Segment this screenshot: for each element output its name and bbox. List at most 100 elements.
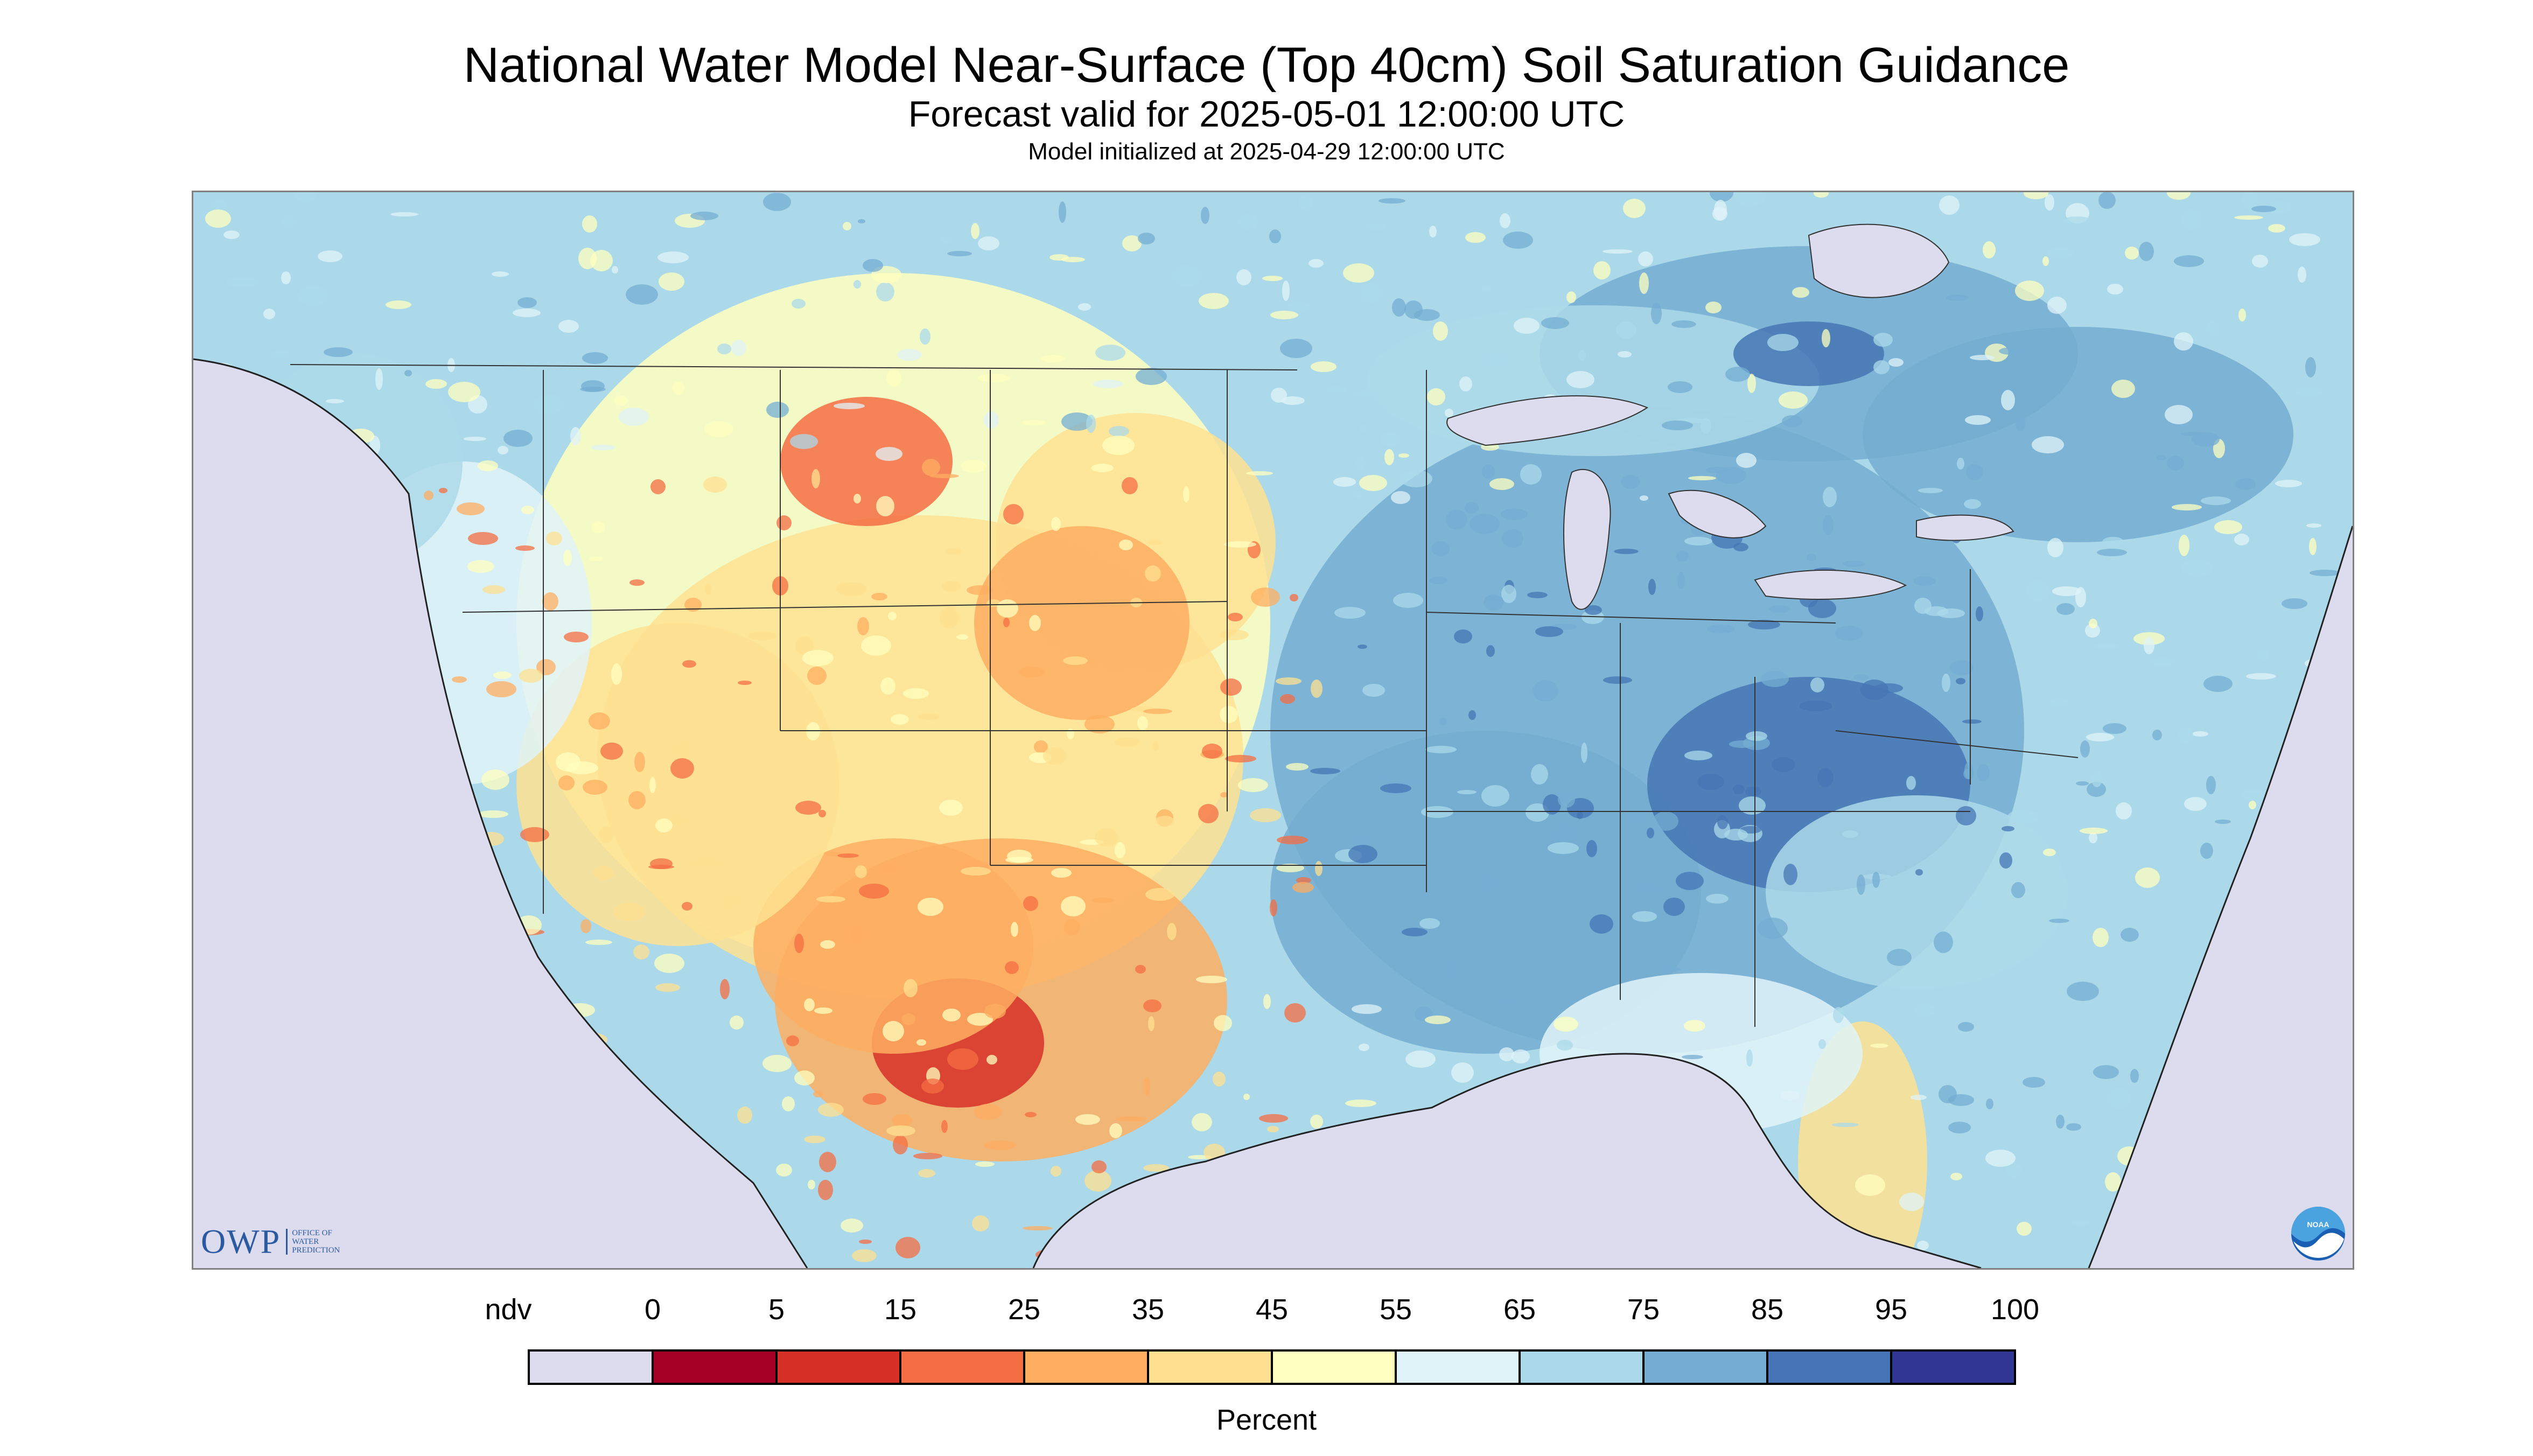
saturation-speckle <box>1554 1017 1578 1032</box>
saturation-speckle <box>1618 351 1632 358</box>
saturation-speckle <box>1446 509 1467 530</box>
saturation-speckle <box>886 1125 915 1136</box>
saturation-speckle <box>1277 836 1308 844</box>
saturation-speckle <box>478 810 508 818</box>
saturation-speckle <box>1034 740 1048 753</box>
saturation-speckle <box>975 1161 995 1167</box>
saturation-speckle <box>1482 465 1495 479</box>
saturation-speckle <box>2080 828 2108 834</box>
saturation-speckle <box>2098 192 2116 209</box>
saturation-speckle <box>1281 396 1305 405</box>
saturation-speckle <box>1091 1160 1107 1173</box>
saturation-speckle <box>1616 321 1636 339</box>
saturation-speckle <box>1199 293 1229 309</box>
saturation-speckle <box>1527 592 1548 598</box>
saturation-speckle <box>1310 768 1340 774</box>
saturation-speckle <box>1263 994 1271 1009</box>
saturation-speckle <box>1276 677 1302 685</box>
saturation-speckle <box>1122 477 1138 494</box>
saturation-speckle <box>1299 194 1313 211</box>
saturation-speckle <box>883 865 897 873</box>
saturation-speckle <box>834 403 865 409</box>
saturation-speckle <box>1075 1114 1100 1125</box>
saturation-speckle <box>1192 1113 1212 1131</box>
saturation-speckle <box>1970 355 1995 360</box>
saturation-speckle <box>1748 620 1780 629</box>
saturation-speckle <box>2178 727 2193 744</box>
saturation-speckle <box>2121 928 2139 942</box>
saturation-speckle <box>897 349 922 361</box>
saturation-speckle <box>1823 515 1834 535</box>
saturation-speckle <box>600 743 623 760</box>
legend-swatch-10 <box>1768 1352 1892 1383</box>
saturation-speckle <box>1360 283 1383 303</box>
saturation-speckle <box>1143 709 1172 714</box>
saturation-speckle <box>1246 471 1273 475</box>
map-title: National Water Model Near-Surface (Top 4… <box>463 38 2070 93</box>
saturation-speckle <box>818 1180 833 1200</box>
legend-swatch-1 <box>654 1352 778 1383</box>
saturation-speckle <box>1292 882 1314 893</box>
saturation-speckle <box>1051 517 1061 531</box>
saturation-speckle <box>2275 480 2302 487</box>
saturation-speckle <box>1662 421 1693 430</box>
saturation-speckle <box>1948 1122 1971 1133</box>
legend-swatch-6 <box>1273 1352 1397 1383</box>
saturation-speckle <box>1183 486 1189 502</box>
saturation-speckle <box>1873 360 1890 374</box>
saturation-speckle <box>930 474 959 478</box>
saturation-speckle <box>1937 608 1965 618</box>
saturation-speckle <box>1638 251 1653 267</box>
saturation-speckle <box>790 434 818 449</box>
saturation-speckle <box>1146 540 1163 545</box>
saturation-speckle <box>1639 272 1649 294</box>
saturation-speckle <box>1632 911 1657 922</box>
saturation-speckle <box>439 488 447 493</box>
saturation-speckle <box>1671 320 1696 328</box>
saturation-speckle <box>1213 1072 1226 1087</box>
saturation-speckle <box>1614 549 1639 554</box>
saturation-speckle <box>1122 235 1142 251</box>
saturation-speckle <box>1238 778 1268 792</box>
saturation-speckle <box>1025 1112 1037 1117</box>
saturation-speckle <box>1362 684 1385 697</box>
saturation-speckle <box>1119 540 1133 550</box>
saturation-speckle <box>918 898 943 916</box>
saturation-speckle <box>482 585 505 594</box>
saturation-speckle <box>1359 1044 1369 1051</box>
saturation-speckle <box>1109 1123 1122 1138</box>
saturation-speckle <box>1733 543 1748 551</box>
saturation-speckle <box>2256 649 2269 661</box>
saturation-speckle <box>585 940 612 945</box>
saturation-speckle <box>2149 657 2175 666</box>
saturation-speckle <box>517 297 537 308</box>
saturation-speckle <box>1023 1226 1053 1230</box>
saturation-speckle <box>2032 436 2064 453</box>
saturation-speckle <box>1603 676 1632 684</box>
saturation-speckle <box>1155 816 1174 827</box>
saturation-speckle <box>731 340 746 356</box>
saturation-speckle <box>888 612 897 620</box>
saturation-speckle <box>863 259 883 272</box>
saturation-speckle <box>1084 715 1115 733</box>
saturation-speckle <box>1005 857 1033 863</box>
saturation-speckle <box>626 284 658 305</box>
saturation-speckle <box>1946 295 1969 301</box>
saturation-speckle <box>2167 192 2191 200</box>
saturation-speckle <box>2047 297 2067 314</box>
saturation-speckle <box>1541 317 1569 329</box>
saturation-speckle <box>521 506 534 514</box>
saturation-speckle <box>2017 1222 2032 1236</box>
saturation-speckle <box>533 395 564 414</box>
color-legend: ndv 0 5 15 25 35 45 55 65 75 85 95 100 Percent <box>0 1292 2533 1454</box>
saturation-speckle <box>578 248 597 269</box>
saturation-speckle <box>1914 1004 1935 1017</box>
saturation-speckle <box>1049 254 1069 261</box>
saturation-speckle <box>2249 801 2256 809</box>
saturation-speckle <box>2144 637 2154 654</box>
saturation-speckle <box>654 954 684 973</box>
saturation-speckle <box>1999 852 2012 869</box>
saturation-speckle <box>1384 449 1394 465</box>
saturation-speckle <box>1499 1047 1514 1061</box>
saturation-speckle <box>886 368 901 387</box>
